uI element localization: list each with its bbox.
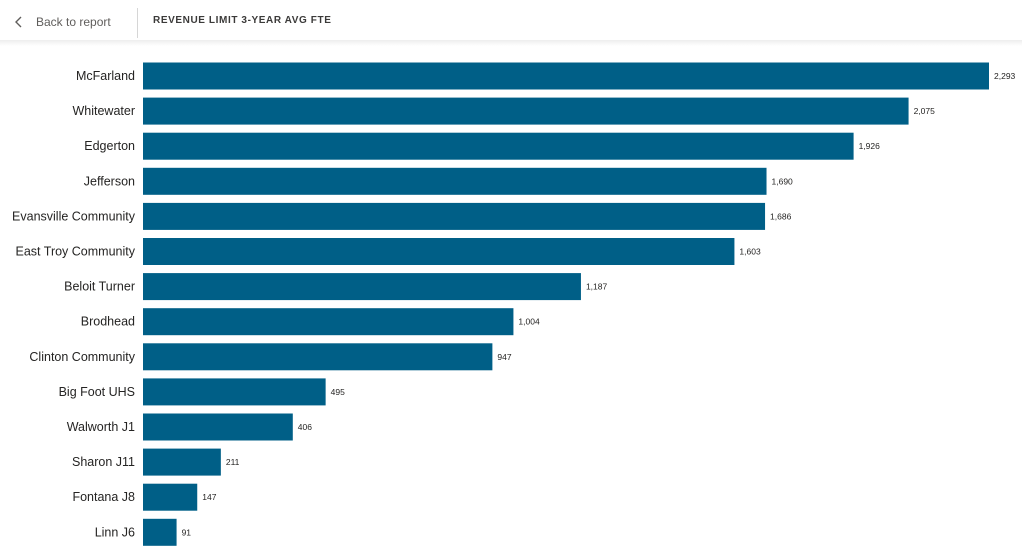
data-label: 1,004 xyxy=(518,317,540,327)
data-label: 91 xyxy=(182,527,192,537)
category-label: Walworth J1 xyxy=(67,420,135,434)
data-label: 406 xyxy=(298,422,312,432)
data-label: 1,187 xyxy=(586,282,608,292)
bar[interactable] xyxy=(143,483,198,511)
bar[interactable] xyxy=(143,413,293,441)
category-label: East Troy Community xyxy=(16,245,136,259)
data-label: 1,603 xyxy=(739,247,761,257)
category-label: Beloit Turner xyxy=(64,280,135,294)
data-label: 947 xyxy=(497,352,511,362)
bar[interactable] xyxy=(143,62,989,90)
bar[interactable] xyxy=(143,308,514,336)
category-label: Sharon J11 xyxy=(72,455,135,469)
category-label: Big Foot UHS xyxy=(59,385,135,399)
category-label: Brodhead xyxy=(81,315,135,329)
data-label: 147 xyxy=(202,492,216,502)
back-to-report-button[interactable]: Back to report xyxy=(10,10,111,34)
header-divider xyxy=(137,8,138,38)
category-label: Linn J6 xyxy=(95,525,135,539)
header-shadow xyxy=(0,40,1022,46)
bar[interactable] xyxy=(143,378,326,406)
bar[interactable] xyxy=(143,238,735,265)
header-bar: Back to report REVENUE LIMIT 3-YEAR AVG … xyxy=(0,0,1022,44)
bar[interactable] xyxy=(143,518,177,546)
bar[interactable] xyxy=(143,448,221,476)
data-label: 495 xyxy=(331,387,345,397)
data-label: 1,686 xyxy=(770,211,792,221)
category-label: McFarland xyxy=(76,69,135,83)
bar[interactable] xyxy=(143,202,766,230)
bar[interactable] xyxy=(143,273,581,301)
category-label: Clinton Community xyxy=(29,350,135,364)
bar[interactable] xyxy=(143,97,909,125)
chevron-left-icon xyxy=(15,16,22,28)
data-label: 1,690 xyxy=(772,176,794,186)
bar[interactable] xyxy=(143,343,493,371)
data-label: 211 xyxy=(226,457,240,467)
bar[interactable] xyxy=(143,167,767,195)
back-to-report-label: Back to report xyxy=(36,15,111,29)
category-label: Whitewater xyxy=(72,104,135,118)
category-label: Edgerton xyxy=(84,139,135,153)
category-label: Fontana J8 xyxy=(72,490,135,504)
category-label: Jefferson xyxy=(84,174,135,188)
page-title: REVENUE LIMIT 3-YEAR AVG FTE xyxy=(153,15,332,26)
data-label: 1,926 xyxy=(859,141,881,151)
bar-chart: McFarland 2,293 Whitewater 2,075 Edgerton 1,9… xyxy=(12,62,1016,546)
data-label: 2,293 xyxy=(994,71,1016,81)
bar[interactable] xyxy=(143,132,854,160)
data-label: 2,075 xyxy=(914,106,936,116)
category-label: Evansville Community xyxy=(12,209,136,223)
